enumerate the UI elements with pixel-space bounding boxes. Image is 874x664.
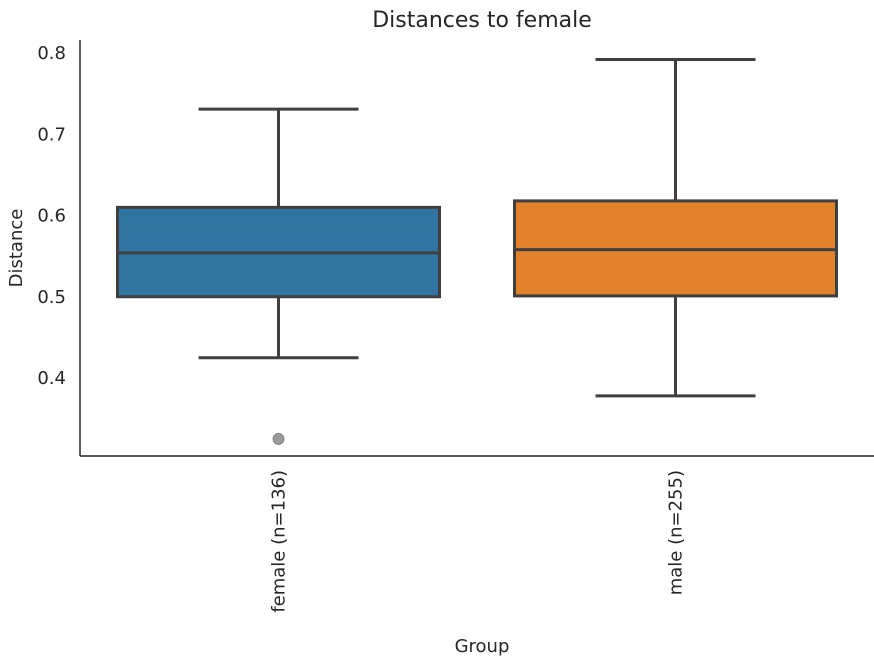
x-tick-label: female (n=136) — [269, 470, 290, 613]
outlier-point — [272, 433, 285, 445]
plot-area: 0.4 0.5 0.6 0.7 0.8 female (n=136) male (n=255… — [37, 40, 874, 613]
y-tick-label: 0.4 — [37, 368, 66, 389]
x-tick-label: male (n=255) — [666, 470, 687, 595]
y-tick-label: 0.7 — [37, 124, 66, 145]
chart-title: Distances to female — [372, 8, 592, 33]
y-tick-label: 0.8 — [37, 43, 66, 64]
x-axis-label: Group — [455, 636, 510, 657]
y-tick-label: 0.6 — [37, 206, 66, 227]
y-axis-label: Distance — [6, 209, 27, 288]
y-tick-label: 0.5 — [37, 287, 66, 308]
